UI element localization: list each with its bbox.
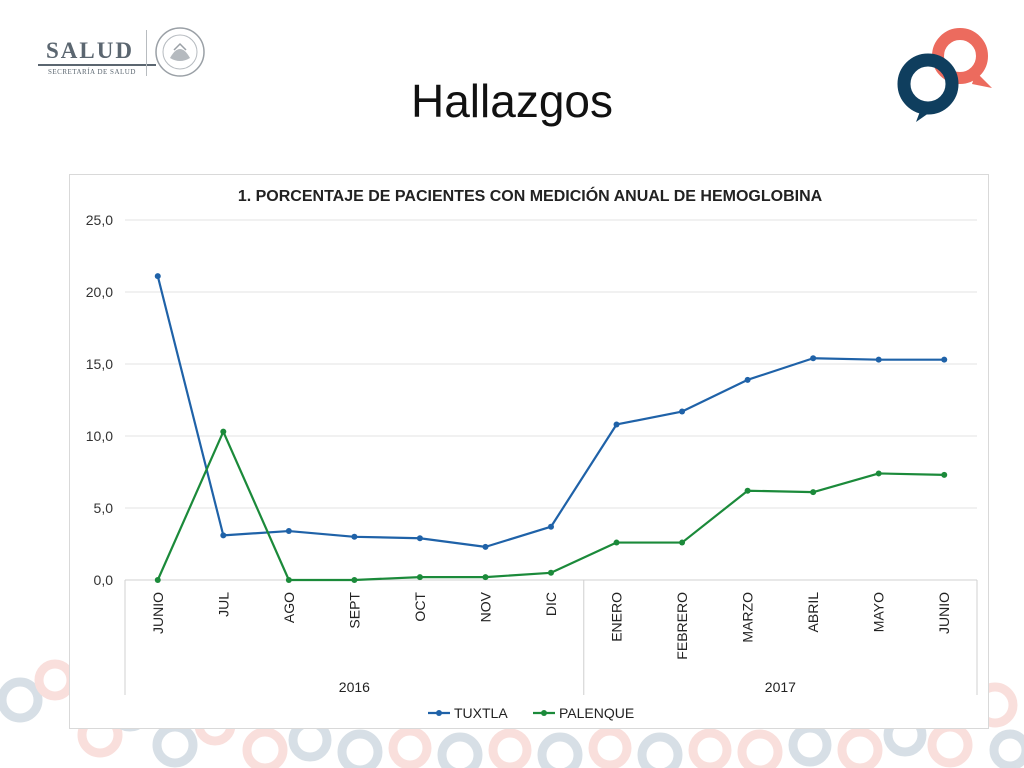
x-tick-label: MARZO (740, 592, 756, 643)
data-point (351, 533, 358, 540)
data-point (154, 577, 161, 583)
slide-title: Hallazgos (411, 75, 613, 127)
data-point (285, 577, 292, 583)
x-tick-label: AGO (281, 592, 297, 623)
x-tick-label: DIC (543, 592, 559, 616)
x-tick-label: MAYO (871, 592, 887, 632)
data-point (941, 471, 948, 478)
series-line (156, 430, 945, 582)
x-tick-label: OCT (412, 592, 428, 622)
y-tick-label: 10,0 (86, 428, 113, 444)
y-tick-label: 15,0 (86, 356, 113, 372)
x-tick-label: ABRIL (805, 592, 821, 633)
data-point (941, 356, 948, 363)
x-tick-label: NOV (477, 591, 493, 622)
data-point (875, 356, 882, 363)
data-point (810, 355, 817, 362)
data-point (679, 408, 686, 415)
y-tick-label: 20,0 (86, 284, 113, 300)
x-tick-label: SEPT (346, 592, 362, 629)
mexico-seal-icon (155, 27, 205, 77)
logo-divider (146, 30, 147, 76)
data-point (154, 273, 161, 280)
data-point (613, 421, 620, 428)
data-point (416, 574, 423, 581)
data-point (285, 528, 292, 535)
x-tick-label: JUNIO (936, 592, 952, 634)
salud-wordmark: SALUD (46, 38, 134, 63)
salud-subtitle: SECRETARÍA DE SALUD (48, 68, 136, 76)
legend-label: TUXTLA (454, 705, 508, 721)
x-tick-label: ENERO (609, 592, 625, 642)
data-point (548, 523, 554, 530)
salud-logo: SALUD SECRETARÍA DE SALUD (34, 24, 224, 84)
salud-underline (38, 64, 156, 66)
data-point (220, 532, 227, 539)
chart-container: 1. PORCENTAJE DE PACIENTES CON MEDICIÓN … (69, 174, 989, 729)
data-point (482, 574, 489, 581)
data-point (875, 470, 882, 477)
x-tick-label: JUNIO (150, 592, 166, 634)
series-line (156, 275, 945, 548)
data-point (744, 487, 751, 494)
data-point (744, 376, 751, 383)
y-tick-label: 25,0 (86, 212, 113, 228)
data-point (810, 489, 817, 496)
y-tick-label: 5,0 (94, 500, 114, 516)
data-point (416, 535, 423, 542)
line-chart: 1. PORCENTAJE DE PACIENTES CON MEDICIÓN … (86, 186, 978, 721)
data-point (351, 577, 358, 583)
y-tick-label: 0,0 (94, 572, 114, 588)
data-point (482, 543, 489, 550)
group-label: 2016 (339, 679, 370, 695)
data-point (548, 569, 554, 576)
speech-bubbles-icon (897, 28, 992, 122)
x-tick-label: FEBRERO (674, 592, 690, 660)
group-label: 2017 (765, 679, 796, 695)
data-point (220, 428, 227, 435)
chart-title: 1. PORCENTAJE DE PACIENTES CON MEDICIÓN … (238, 186, 823, 205)
x-tick-label: JUL (215, 592, 231, 617)
legend-marker (541, 710, 547, 716)
legend-marker (436, 710, 442, 716)
data-point (679, 539, 686, 546)
legend-label: PALENQUE (559, 705, 634, 721)
data-point (613, 539, 620, 546)
